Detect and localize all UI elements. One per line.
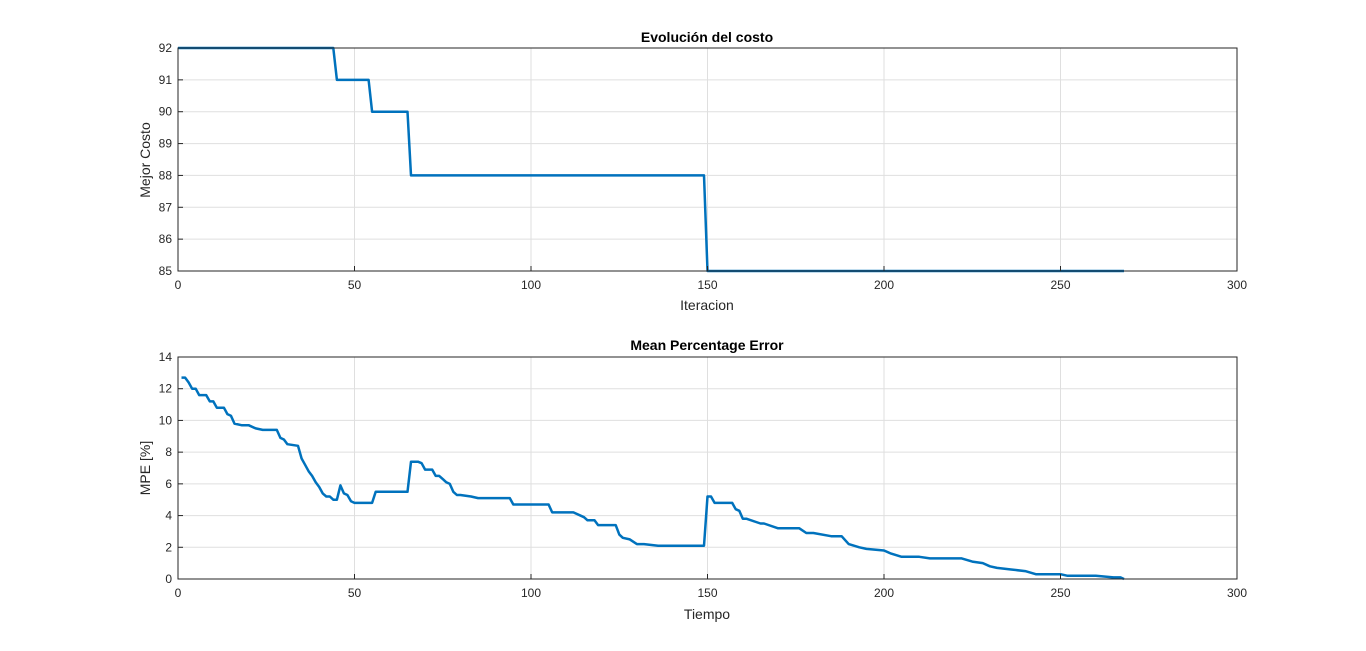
y-tick-label: 86 (159, 232, 173, 246)
x-tick-label: 250 (1050, 586, 1070, 600)
y-tick-label: 2 (165, 540, 172, 554)
x-tick-label: 200 (874, 586, 894, 600)
x-tick-label: 300 (1227, 278, 1247, 292)
y-tick-label: 85 (159, 264, 173, 278)
axes-box (177, 356, 1238, 580)
cost-evolution-chart: 0 50 100 150 200 250 300 85 86 87 88 89 90 91 92 Evol… (137, 29, 1247, 313)
series-line (178, 46, 1124, 273)
y-tick-label: 14 (159, 350, 173, 364)
y-tick-label: 12 (159, 382, 173, 396)
series-group (178, 46, 1124, 273)
x-tick-label: 250 (1050, 278, 1070, 292)
y-tick-labels: 85 86 87 88 89 90 91 92 (159, 41, 183, 278)
y-tick-label: 8 (165, 445, 172, 459)
y-tick-label: 4 (165, 509, 172, 523)
y-tick-label: 10 (159, 413, 173, 427)
x-tick-label: 50 (348, 278, 362, 292)
x-tick-labels: 0 50 100 150 200 250 300 (175, 266, 1247, 292)
x-tick-label: 100 (521, 586, 541, 600)
x-tick-label: 50 (348, 586, 362, 600)
y-tick-label: 89 (159, 137, 173, 151)
y-axis-label: MPE [%] (137, 441, 153, 495)
x-tick-label: 0 (175, 278, 182, 292)
x-tick-label: 0 (175, 586, 182, 600)
chart-title: Evolución del costo (641, 29, 773, 45)
y-tick-label: 88 (159, 168, 173, 182)
y-tick-labels: 0 2 4 6 8 10 12 14 (159, 350, 183, 586)
y-tick-label: 6 (165, 477, 172, 491)
y-tick-label: 90 (159, 105, 173, 119)
x-tick-label: 200 (874, 278, 894, 292)
x-tick-label: 150 (697, 586, 717, 600)
y-tick-label: 91 (159, 73, 173, 87)
x-tick-labels: 0 50 100 150 200 250 300 (175, 574, 1247, 600)
y-tick-label: 0 (165, 572, 172, 586)
x-axis-label: Tiempo (684, 606, 730, 622)
series-group (181, 376, 1125, 581)
y-tick-label: 92 (159, 41, 173, 55)
x-tick-label: 150 (697, 278, 717, 292)
series-line (181, 376, 1125, 581)
grid-lines (178, 357, 1237, 579)
y-axis-label: Mejor Costo (137, 122, 153, 198)
chart-title: Mean Percentage Error (630, 337, 784, 353)
x-tick-label: 300 (1227, 586, 1247, 600)
axes-box (177, 47, 1238, 272)
x-tick-label: 100 (521, 278, 541, 292)
y-tick-label: 87 (159, 200, 173, 214)
mpe-chart: 0 50 100 150 200 250 300 0 2 4 6 8 10 12 14 Mean Perc… (137, 337, 1247, 622)
x-axis-label: Iteracion (680, 297, 734, 313)
